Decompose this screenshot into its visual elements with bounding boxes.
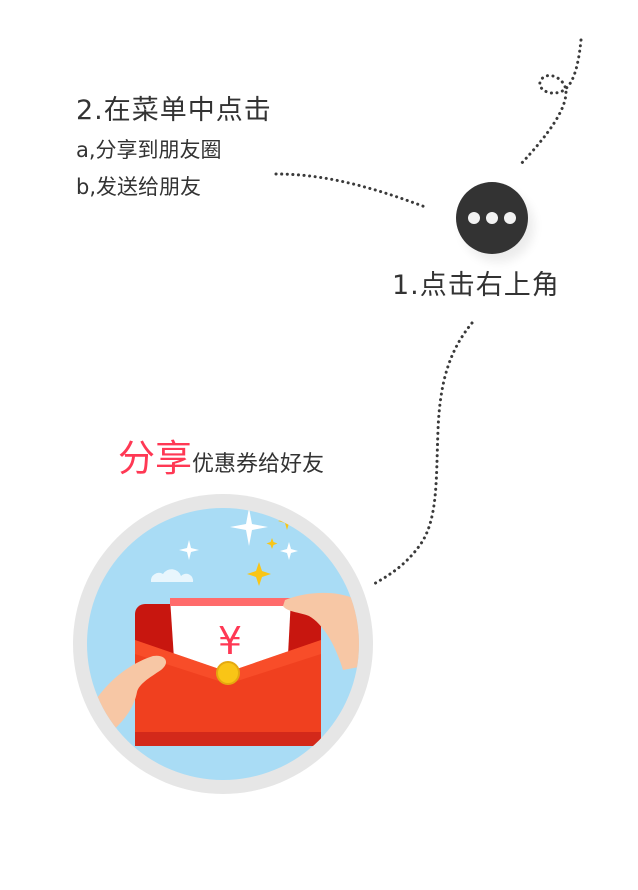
sparkle-icon (230, 508, 268, 546)
cloud-icon (150, 569, 194, 582)
more-dots-icon (468, 212, 480, 224)
step1-label: 1.点击右上角 (392, 270, 560, 301)
send-to-friend-option: b,发送给朋友 (76, 175, 202, 199)
more-dot-3 (504, 212, 516, 224)
red-envelope-icon: ¥ (73, 494, 373, 794)
coin-clasp (216, 661, 240, 685)
share-to-moments-option: a,分享到朋友圈 (76, 138, 222, 162)
more-menu-button[interactable] (456, 182, 528, 254)
right-hand-icon (283, 592, 359, 670)
share-coupon-title: 分享优惠券给好友 (118, 428, 324, 482)
top-right-dotted-path (518, 38, 583, 167)
currency-symbol: ¥ (218, 619, 242, 663)
step2-title: 2.在菜单中点击 (76, 95, 272, 126)
more-dot-2 (486, 212, 498, 224)
bottom-dotted-path (370, 321, 474, 587)
share-rest-text: 优惠券给好友 (192, 452, 325, 477)
left-dotted-path (274, 172, 430, 210)
share-highlight: 分享 (118, 437, 192, 480)
